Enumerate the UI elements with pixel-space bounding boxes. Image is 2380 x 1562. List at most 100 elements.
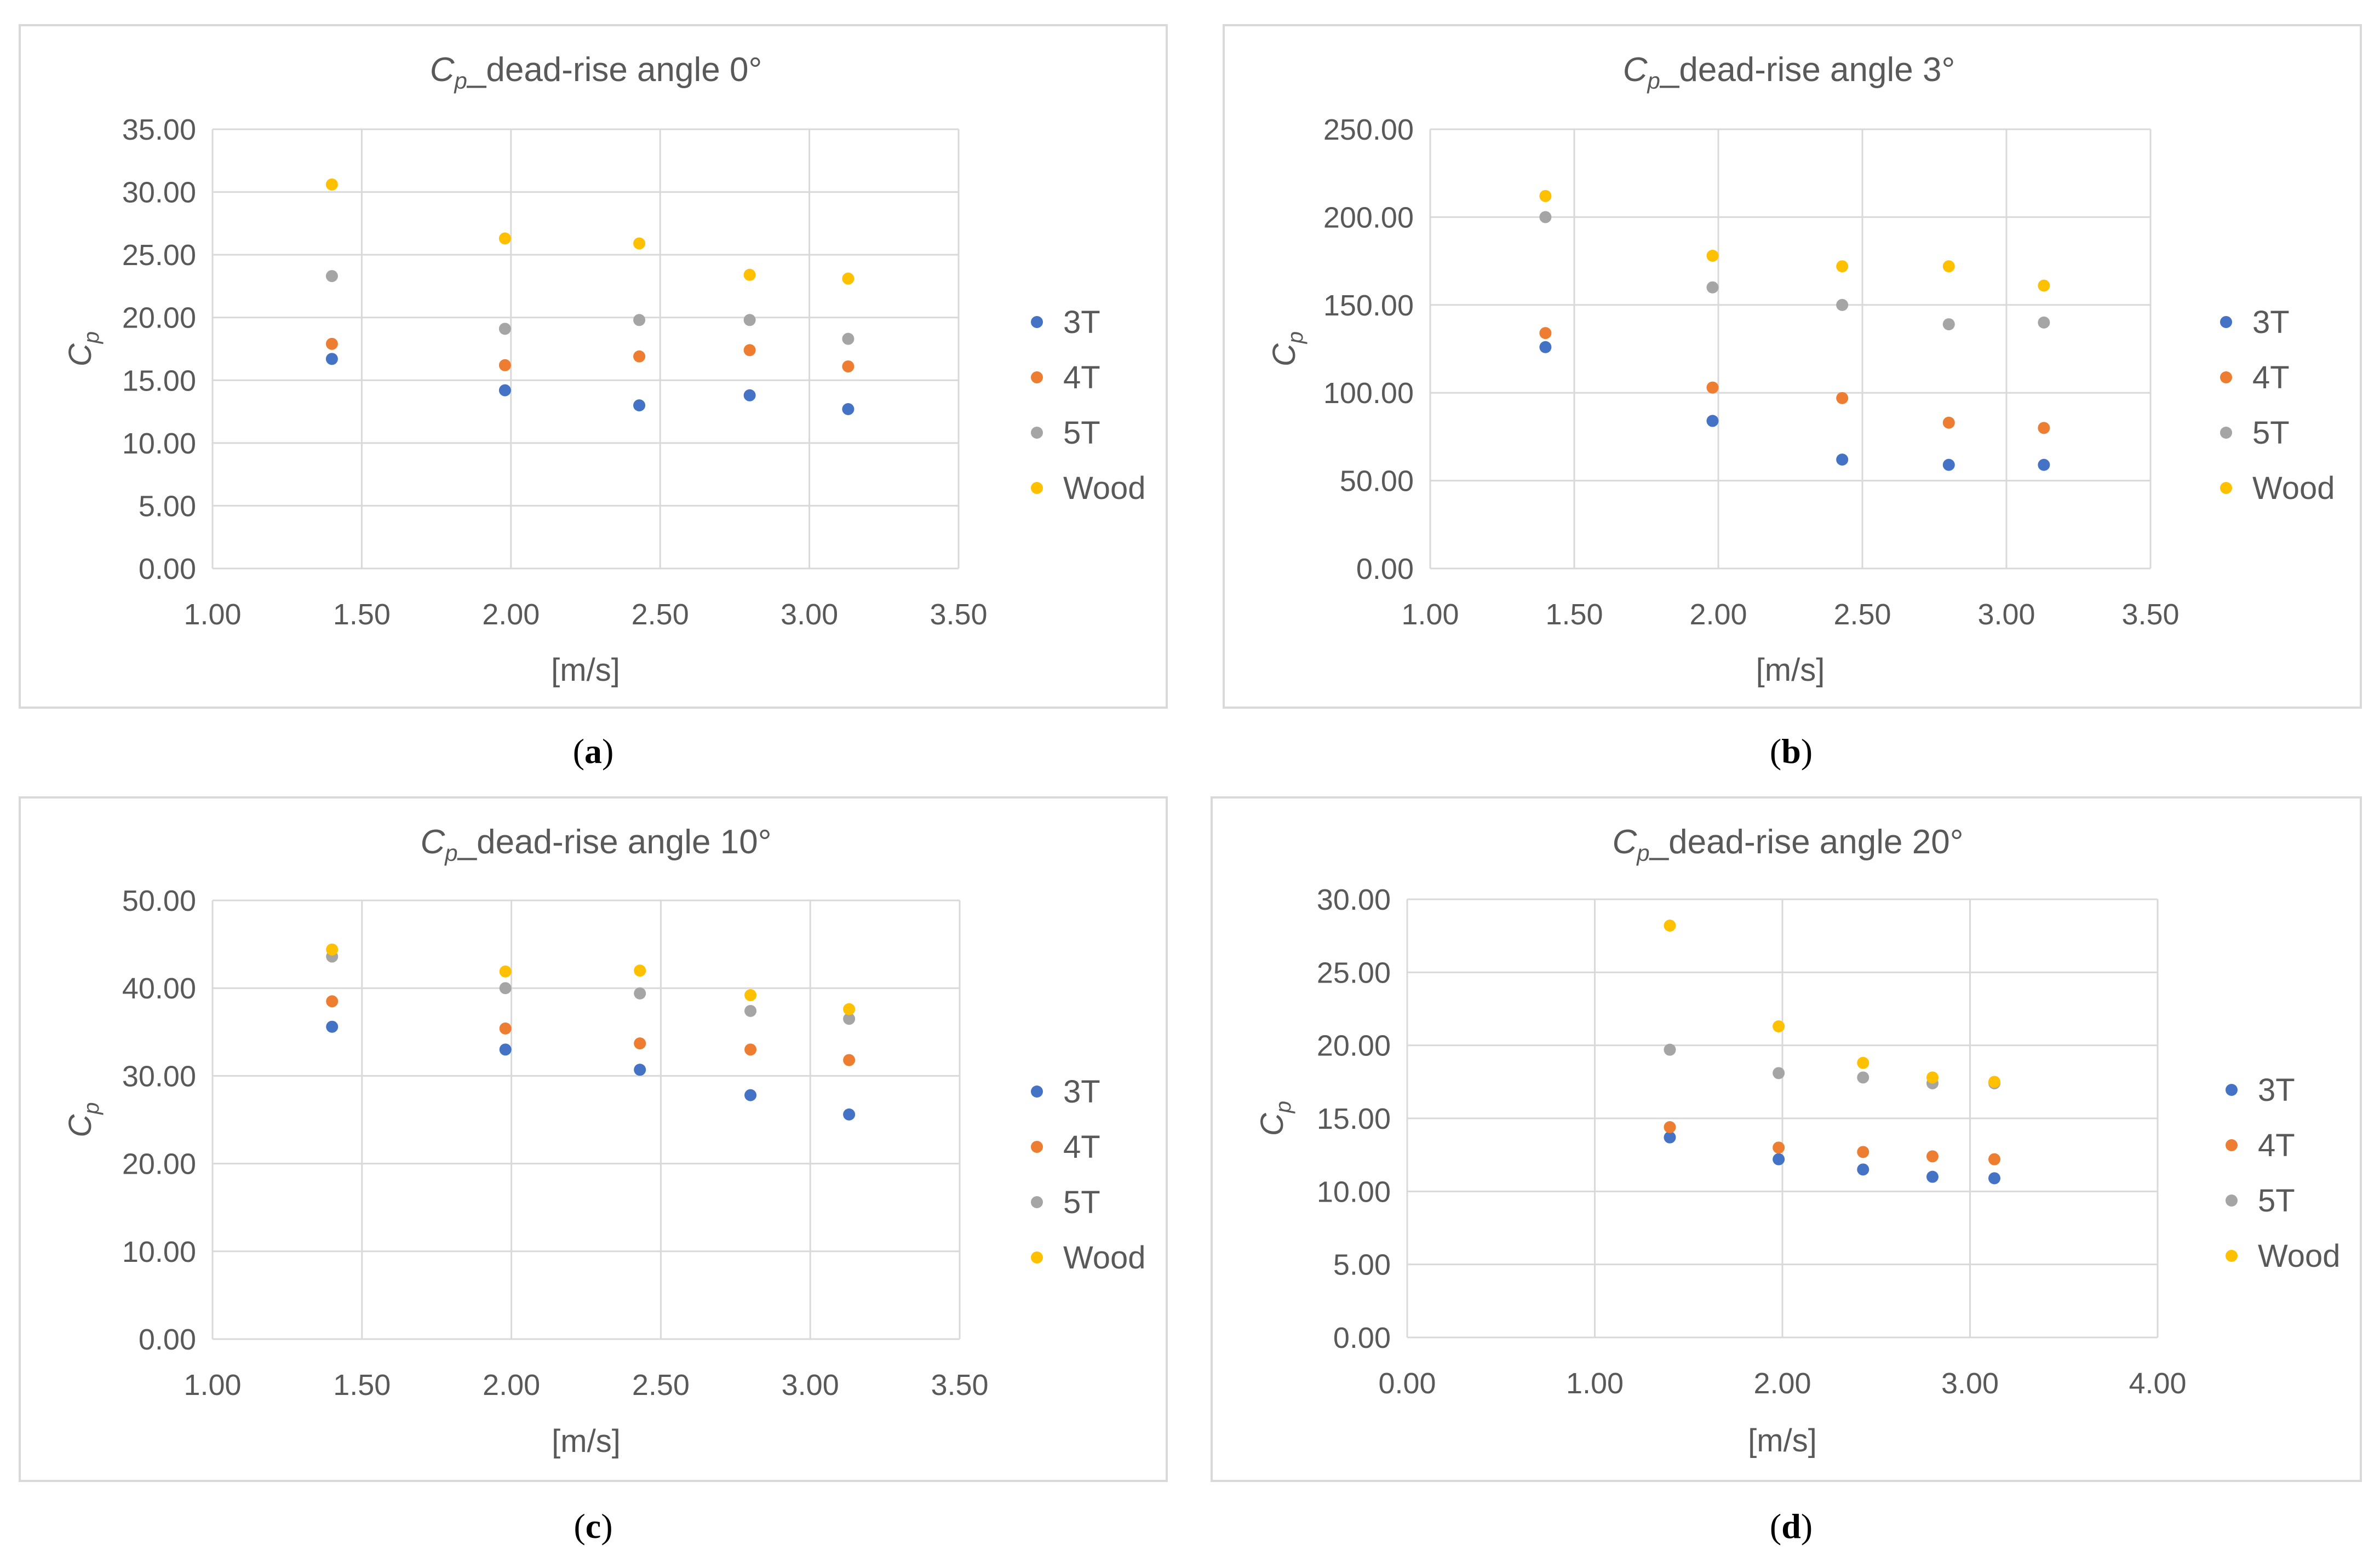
- title-suffix: _dead-rise angle 20°: [1649, 823, 1964, 861]
- caption-a-letter: a: [584, 732, 602, 771]
- x-axis-label: [m/s]: [552, 1423, 621, 1459]
- data-point-4t: [1539, 327, 1552, 340]
- chart-panel-c: Cp_dead-rise angle 10° 0.00 10.00 20.00 30.0…: [19, 796, 1168, 1482]
- legend-label-4t: 4T: [1063, 360, 1100, 395]
- legend-label-wood: Wood: [2252, 470, 2335, 506]
- legend-label-wood: Wood: [1063, 1240, 1145, 1276]
- legend-marker-wood: [1031, 1251, 1043, 1264]
- data-point-4t: [1857, 1146, 1869, 1158]
- x-tick-label: 1.50: [1545, 598, 1603, 631]
- data-point-5t: [1706, 281, 1719, 294]
- y-tick-label: 200.00: [1323, 201, 1414, 234]
- y-tick-label: 0.00: [1333, 1322, 1391, 1354]
- caption-d: (d): [1769, 1507, 1813, 1546]
- data-point-5t: [744, 1004, 757, 1017]
- data-point-3t: [1664, 1131, 1676, 1144]
- x-tick-label: 0.00: [1378, 1367, 1436, 1400]
- data-point-wood: [634, 964, 646, 977]
- y-tick-label: 35.00: [122, 113, 196, 146]
- data-point-3t: [325, 353, 338, 365]
- legend-marker-wood: [2220, 482, 2232, 494]
- data-point-3t: [499, 1043, 512, 1056]
- data-point-4t: [498, 359, 511, 371]
- x-tick-label: 2.50: [632, 598, 689, 631]
- data-point-wood: [1539, 189, 1552, 202]
- data-point-5t: [325, 270, 338, 283]
- y-tick-label: 0.00: [139, 553, 196, 585]
- chart-title: Cp_dead-rise angle 0°: [430, 51, 762, 94]
- legend-marker-wood: [2226, 1250, 2238, 1262]
- data-point-5t: [633, 314, 646, 326]
- x-tick-label: 1.50: [333, 598, 391, 631]
- y-tick-label: 150.00: [1323, 289, 1414, 322]
- legend-marker-5t: [2226, 1195, 2238, 1207]
- legend-marker-4t: [1031, 371, 1043, 383]
- data-point-wood: [842, 272, 854, 285]
- data-point-5t: [498, 323, 511, 335]
- data-point-4t: [326, 995, 339, 1008]
- data-point-5t: [1942, 318, 1955, 331]
- data-point-wood: [1942, 260, 1955, 273]
- x-tick-label: 1.00: [1566, 1367, 1624, 1400]
- x-tick-label: 3.50: [930, 598, 987, 631]
- chart-title: Cp_dead-rise angle 20°: [1612, 823, 1963, 866]
- data-point-wood: [743, 268, 756, 281]
- x-tick-label: 2.00: [1689, 598, 1747, 631]
- data-point-3t: [2038, 458, 2050, 471]
- data-point-wood: [1706, 249, 1719, 262]
- y-tick-label: 50.00: [122, 885, 196, 917]
- data-point-5t: [1664, 1043, 1676, 1056]
- y-tick-label: 25.00: [1317, 956, 1391, 989]
- data-point-3t: [634, 1064, 646, 1076]
- data-point-wood: [499, 965, 512, 978]
- y-axis-label: Cp: [62, 331, 104, 366]
- legend-label-5t: 5T: [1063, 415, 1100, 451]
- data-point-4t: [1706, 381, 1719, 394]
- data-point-wood: [326, 943, 339, 956]
- data-point-3t: [1942, 458, 1955, 471]
- x-tick-label: 2.50: [632, 1369, 690, 1402]
- title-symbol: C: [430, 51, 455, 89]
- data-point-4t: [843, 1054, 856, 1066]
- data-point-3t: [1539, 341, 1552, 353]
- data-point-3t: [326, 1020, 339, 1033]
- caption-a: (a): [572, 732, 614, 771]
- title-subscript: p: [1647, 68, 1660, 94]
- x-tick-label: 3.00: [1977, 598, 2035, 631]
- x-tick-label: 2.00: [483, 1369, 540, 1402]
- legend-label-3t: 3T: [1063, 1074, 1100, 1110]
- y-tick-label: 30.00: [122, 1060, 196, 1093]
- legend-label-3t: 3T: [1063, 305, 1100, 340]
- y-axis-symbol: C: [62, 1114, 98, 1138]
- data-point-5t: [843, 1013, 856, 1025]
- legend-marker-5t: [1031, 1196, 1043, 1208]
- y-tick-label: 30.00: [122, 176, 196, 209]
- data-point-3t: [744, 1089, 757, 1101]
- data-point-3t: [1836, 453, 1849, 466]
- caption-b: (b): [1769, 732, 1813, 771]
- legend-label-wood: Wood: [1063, 470, 1145, 506]
- legend-label-5t: 5T: [2252, 415, 2290, 451]
- data-point-4t: [743, 344, 756, 357]
- y-tick-label: 10.00: [122, 427, 196, 460]
- title-subscript: p: [444, 840, 457, 866]
- x-axis-label: [m/s]: [1748, 1423, 1817, 1458]
- y-axis-label: Cp: [1254, 1101, 1295, 1136]
- y-tick-label: 100.00: [1323, 377, 1414, 410]
- data-point-4t: [1836, 392, 1849, 404]
- legend-label-5t: 5T: [2258, 1183, 2295, 1219]
- data-point-3t: [1706, 415, 1719, 427]
- title-symbol: C: [1612, 823, 1637, 861]
- legend-marker-5t: [1031, 427, 1043, 439]
- data-point-3t: [1988, 1172, 2001, 1185]
- title-symbol: C: [1623, 51, 1648, 89]
- x-tick-label: 3.00: [781, 598, 838, 631]
- x-tick-label: 2.00: [1753, 1367, 1811, 1400]
- x-tick-label: 1.00: [1401, 598, 1459, 631]
- chart-svg-b: Cp_dead-rise angle 3°0.0050.00100.00150.…: [1266, 51, 2335, 688]
- x-tick-label: 3.50: [2121, 598, 2179, 631]
- y-tick-label: 20.00: [1317, 1030, 1391, 1063]
- data-point-5t: [743, 314, 756, 326]
- y-axis-label: Cp: [62, 1102, 104, 1137]
- legend-label-3t: 3T: [2258, 1072, 2295, 1108]
